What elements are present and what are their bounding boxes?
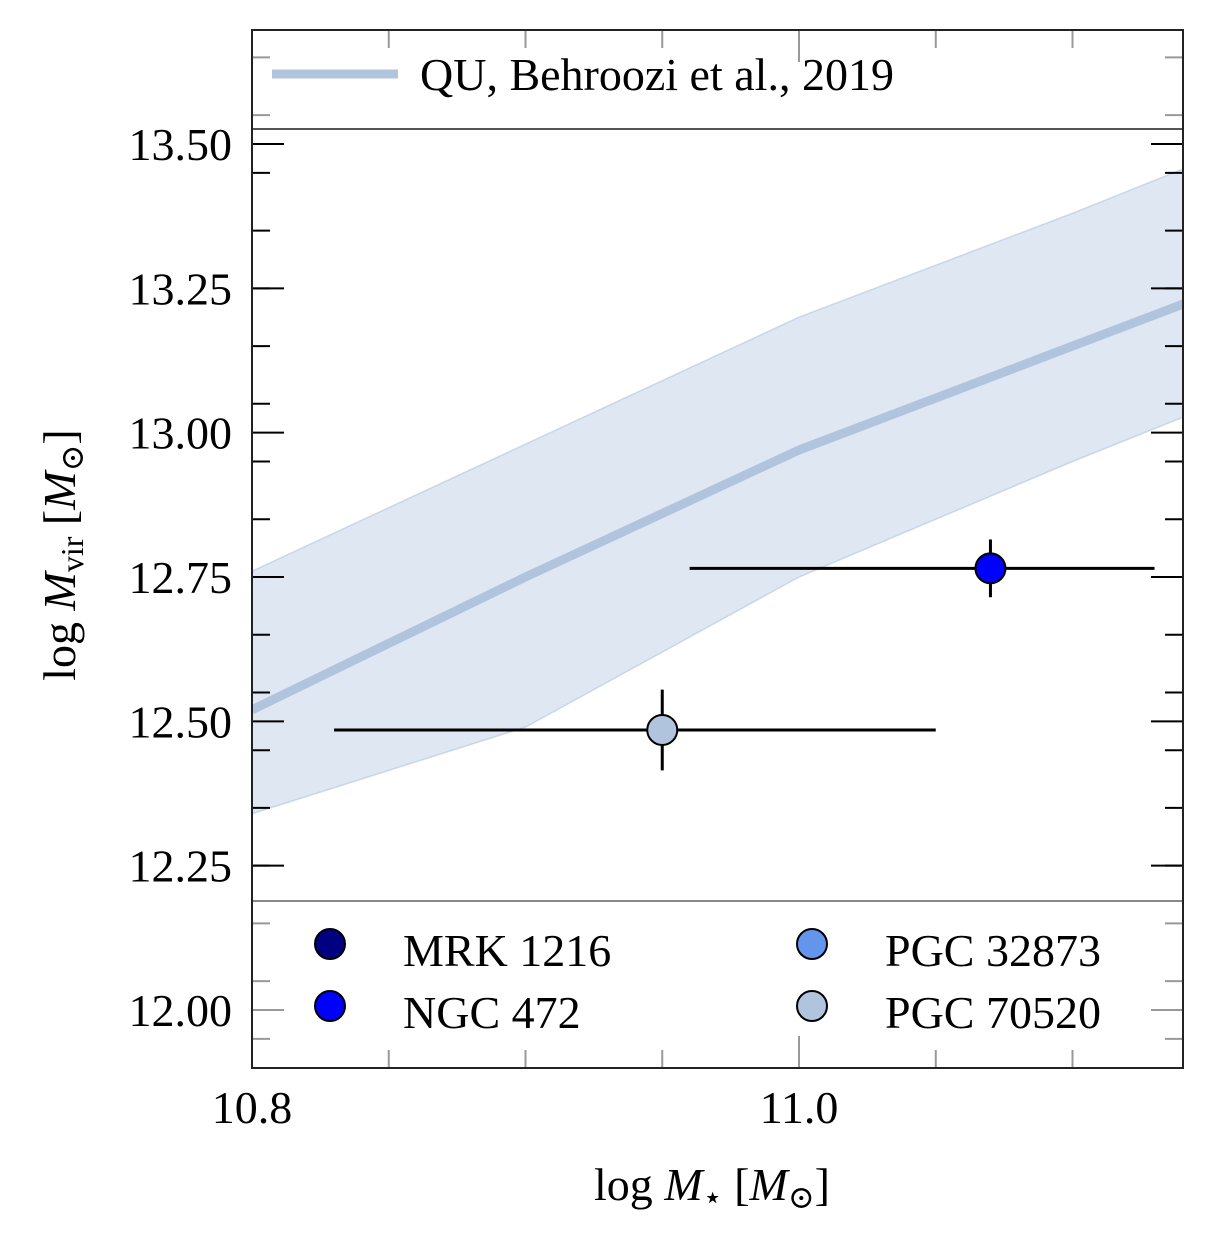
legend-bottom: MRK 1216 NGC 472 PGC 32873 PGC 70520 <box>252 900 1183 1068</box>
x-tick-label: 11.0 <box>760 1082 839 1133</box>
x-axis-label: log M⋆ [M⊙] <box>594 1159 830 1215</box>
legend-marker <box>796 928 828 960</box>
legend-marker <box>796 990 828 1022</box>
y-tick-label: 13.00 <box>129 408 233 459</box>
y-tick-label: 12.25 <box>129 841 233 892</box>
legend-label: PGC 70520 <box>885 987 1101 1038</box>
legend-label: NGC 472 <box>403 987 581 1038</box>
legend-label: PGC 32873 <box>885 925 1101 976</box>
y-tick-label: 12.75 <box>129 552 233 603</box>
y-axis-label: log Mvir [M⊙] <box>34 429 90 680</box>
data-point <box>974 552 1007 585</box>
legend-marker <box>314 928 346 960</box>
legend-label: MRK 1216 <box>403 925 611 976</box>
x-tick-label: 10.8 <box>212 1082 293 1133</box>
legend-top: QU, Behroozi et al., 2019 <box>252 30 1183 130</box>
y-tick-label: 12.00 <box>129 985 233 1036</box>
plot-frame <box>251 29 1184 1069</box>
y-tick-label: 12.50 <box>129 696 233 747</box>
y-tick-label: 13.50 <box>129 119 233 170</box>
y-tick-label: 13.25 <box>129 263 233 314</box>
data-point <box>646 713 679 746</box>
relation-line <box>252 299 1183 714</box>
legend-relation-label: QU, Behroozi et al., 2019 <box>420 49 894 100</box>
legend-marker <box>314 990 346 1022</box>
